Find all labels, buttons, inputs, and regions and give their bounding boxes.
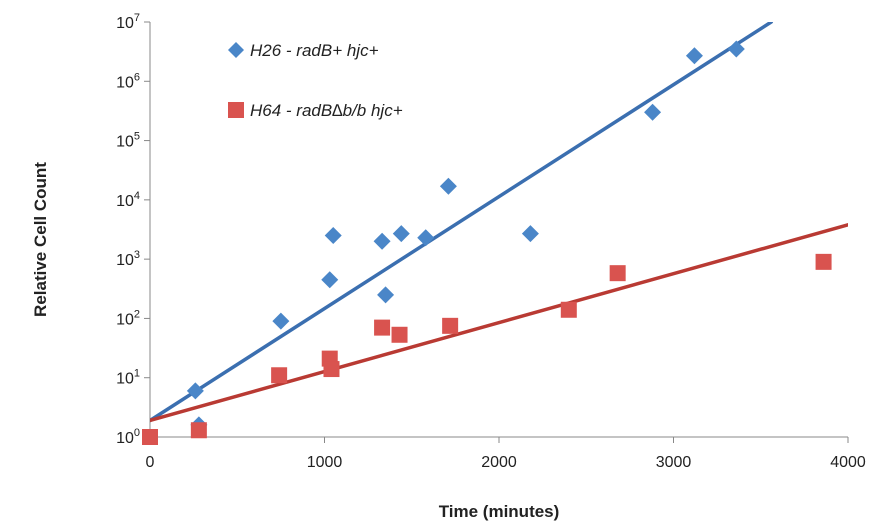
data-point-series-1 <box>272 312 290 330</box>
data-point-series-1 <box>377 286 395 304</box>
data-point-series-2 <box>442 317 459 334</box>
axes: 0 1000 2000 3000 4000 100 101 102 103 104 105 106 10… <box>116 12 866 471</box>
y-tick-label: 102 <box>116 308 140 328</box>
data-point-series-2 <box>374 319 391 336</box>
y-tick-label: 104 <box>116 190 140 210</box>
data-point-series-1 <box>417 229 435 247</box>
data-point-series-1 <box>685 47 703 65</box>
data-point-series-2 <box>560 301 577 318</box>
y-tick-label: 107 <box>116 12 140 32</box>
data-point-series-1 <box>644 103 662 121</box>
data-point-series-2 <box>142 429 158 445</box>
x-tick-label: 1000 <box>307 454 343 471</box>
data-point-series-1 <box>392 225 410 243</box>
y-tick-label: 106 <box>116 71 140 91</box>
data-point-series-1 <box>727 40 745 58</box>
x-axis-title: Time (minutes) <box>439 502 560 521</box>
legend-label-series-1: H26 - radB+ hjc+ <box>250 41 379 60</box>
data-point-series-1 <box>321 271 339 289</box>
legend-marker-series-2 <box>228 102 244 118</box>
data-point-series-1 <box>521 225 539 243</box>
data-point-series-1 <box>373 232 391 250</box>
x-tick-label: 4000 <box>830 454 866 471</box>
trendline-series-1 <box>150 22 773 423</box>
legend: H26 - radB+ hjc+ H64 - radB∆b/b hjc+ <box>228 41 403 120</box>
data-point-series-1 <box>186 382 204 400</box>
data-point-series-1 <box>324 227 342 245</box>
y-tick-label: 105 <box>116 131 140 151</box>
legend-marker-series-1 <box>228 42 244 58</box>
data-point-series-2 <box>190 422 207 439</box>
y-tick-label: 100 <box>116 427 140 447</box>
y-tick-label: 101 <box>116 368 140 388</box>
data-point-series-2 <box>609 265 626 282</box>
legend-label-series-2: H64 - radB∆b/b hjc+ <box>250 101 403 120</box>
trendline-series-2 <box>150 223 848 423</box>
trendlines <box>150 22 848 423</box>
data-point-series-2 <box>323 361 340 378</box>
data-point-series-2 <box>815 253 832 270</box>
y-tick-label: 103 <box>116 249 140 269</box>
data-point-series-1 <box>439 177 457 195</box>
y-axis-title: Relative Cell Count <box>31 162 50 317</box>
data-point-series-2 <box>391 326 408 343</box>
x-tick-label: 2000 <box>481 454 517 471</box>
data-points <box>142 40 832 445</box>
x-tick-label: 0 <box>146 454 155 471</box>
x-tick-label: 3000 <box>656 454 692 471</box>
data-point-series-2 <box>271 367 288 384</box>
